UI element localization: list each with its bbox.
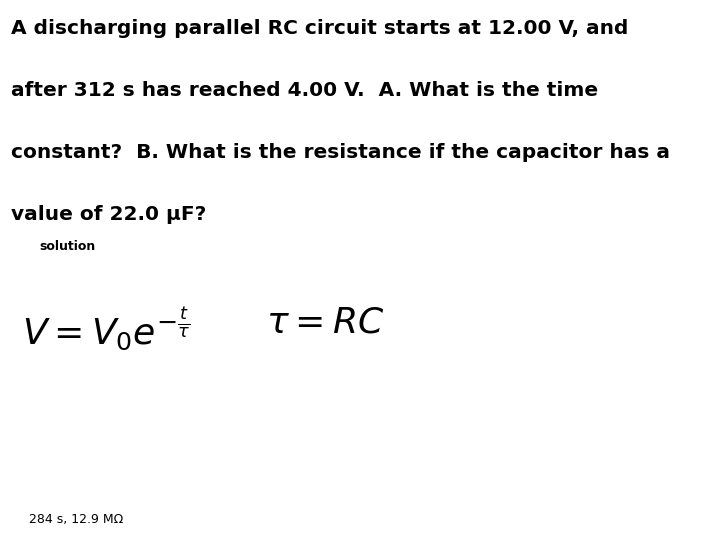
Text: constant?  B. What is the resistance if the capacitor has a: constant? B. What is the resistance if t…	[11, 143, 670, 162]
Text: solution: solution	[40, 240, 96, 253]
Text: $\tau = RC$: $\tau = RC$	[266, 305, 384, 339]
Text: after 312 s has reached 4.00 V.  A. What is the time: after 312 s has reached 4.00 V. A. What …	[11, 81, 598, 100]
Text: value of 22.0 μF?: value of 22.0 μF?	[11, 205, 206, 224]
Text: $V = V_0 e^{-\frac{t}{\tau}}$: $V = V_0 e^{-\frac{t}{\tau}}$	[22, 305, 190, 352]
Text: 284 s, 12.9 MΩ: 284 s, 12.9 MΩ	[29, 514, 123, 526]
Text: A discharging parallel RC circuit starts at 12.00 V, and: A discharging parallel RC circuit starts…	[11, 19, 628, 38]
